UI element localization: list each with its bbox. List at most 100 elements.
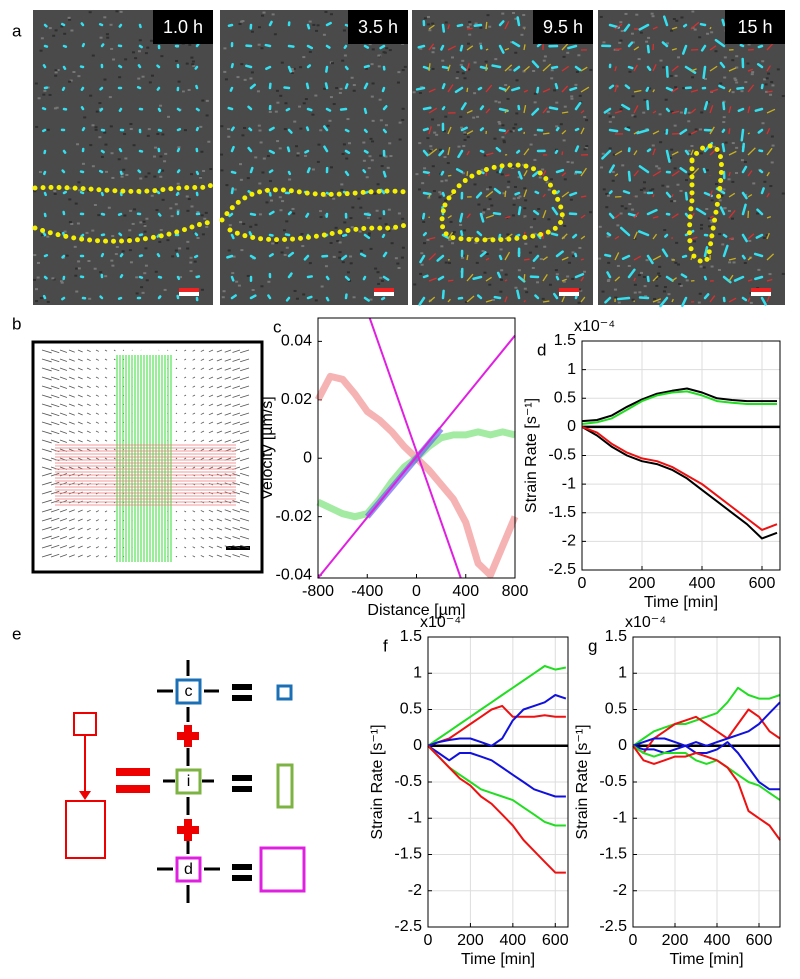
texture	[722, 116, 726, 119]
texture	[346, 271, 350, 274]
flow-vector	[428, 148, 438, 156]
texture	[444, 179, 448, 182]
texture	[655, 284, 659, 287]
flow-vector	[50, 544, 60, 549]
texture	[412, 91, 416, 94]
texture	[186, 209, 190, 212]
texture	[54, 71, 58, 74]
flow-vector	[306, 275, 313, 279]
flow-vector	[68, 367, 75, 371]
y-tick-label: 1	[618, 664, 627, 681]
flow-vector	[208, 394, 214, 398]
texture	[420, 263, 424, 266]
flow-vector	[382, 128, 388, 134]
texture	[144, 264, 148, 267]
texture	[523, 187, 527, 190]
texture	[523, 207, 527, 210]
flow-vector	[232, 430, 241, 434]
texture	[667, 293, 671, 296]
flow-vector	[176, 275, 181, 281]
texture	[461, 59, 465, 62]
texture	[659, 141, 663, 144]
texture	[732, 261, 736, 264]
texture	[419, 47, 423, 50]
flow-vector	[95, 528, 100, 531]
flow-vector	[766, 108, 776, 114]
flow-vector	[741, 191, 748, 200]
flow-vector	[454, 86, 464, 94]
texture	[72, 71, 76, 74]
flow-vector	[59, 545, 68, 549]
texture	[642, 187, 646, 190]
flow-vector	[224, 536, 232, 540]
texture	[367, 232, 371, 235]
flow-vector	[86, 430, 91, 434]
texture	[81, 162, 85, 165]
scale-bar	[374, 292, 394, 296]
flow-vector	[504, 215, 511, 219]
flow-vector	[703, 100, 709, 111]
texture	[723, 56, 727, 59]
texture	[220, 125, 224, 128]
texture	[511, 11, 515, 14]
flow-vector	[722, 101, 726, 111]
texture	[459, 63, 463, 66]
flow-vector	[228, 212, 234, 218]
texture	[351, 206, 355, 209]
flow-vector	[741, 165, 748, 174]
flow-vector	[240, 367, 250, 372]
texture	[88, 11, 92, 14]
flow-vector	[476, 230, 483, 237]
texture	[496, 171, 500, 174]
texture	[115, 10, 119, 13]
flow-vector	[240, 535, 250, 540]
flow-vector	[224, 394, 232, 398]
flow-vector	[343, 44, 348, 49]
series-line	[316, 428, 516, 521]
texture	[266, 155, 270, 158]
panel-label: e	[12, 624, 21, 643]
texture	[554, 269, 558, 272]
texture	[740, 90, 744, 93]
texture	[137, 77, 141, 80]
flow-vector	[117, 296, 123, 300]
flow-vector	[41, 517, 52, 522]
texture	[421, 182, 425, 185]
texture	[341, 261, 345, 264]
flow-vector	[661, 248, 669, 258]
texture	[562, 55, 566, 58]
texture	[418, 142, 422, 145]
flow-vector	[248, 231, 253, 237]
flow-vector	[671, 65, 679, 72]
flow-vector	[671, 26, 678, 30]
flow-vector	[637, 230, 650, 237]
flow-vector	[555, 250, 564, 258]
flow-vector	[614, 84, 618, 93]
flow-vector	[684, 149, 690, 156]
texture	[190, 56, 194, 59]
texture	[570, 97, 574, 100]
flow-vector	[157, 295, 162, 300]
texture	[485, 253, 489, 256]
texture	[338, 251, 342, 254]
texture	[199, 125, 203, 128]
texture	[437, 124, 441, 127]
texture	[484, 60, 488, 63]
flow-vector	[192, 528, 196, 531]
flow-vector	[504, 279, 508, 282]
texture	[205, 99, 209, 102]
flow-vector	[757, 128, 764, 134]
flow-vector	[680, 273, 688, 279]
texture	[316, 24, 320, 27]
equals	[116, 785, 150, 793]
flow-vector	[447, 215, 452, 219]
flow-vector	[436, 254, 445, 262]
flow-vector	[287, 65, 292, 73]
texture	[514, 51, 518, 54]
flow-vector	[113, 385, 116, 388]
texture	[193, 260, 197, 263]
texture	[762, 236, 766, 239]
texture	[191, 63, 195, 66]
flow-vector	[184, 403, 187, 406]
